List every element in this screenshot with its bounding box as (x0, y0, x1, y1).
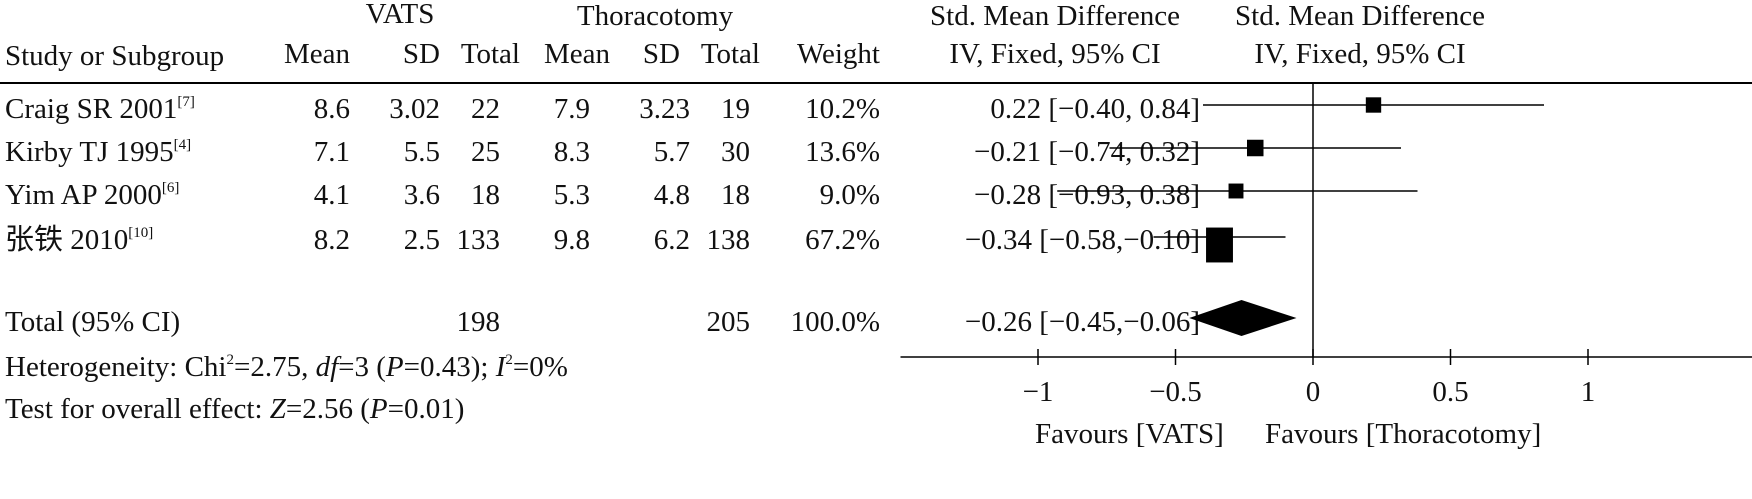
total1-sum: 198 (456, 306, 501, 338)
heterogeneity-text: Heterogeneity: Chi2=2.75, df=3 (P=0.43);… (5, 351, 568, 383)
mean1: 7.1 (313, 136, 350, 168)
x-tick-label: 0.5 (1432, 376, 1469, 408)
x-tick-label: −0.5 (1149, 376, 1202, 408)
study-point (1228, 183, 1244, 199)
header-divider (0, 82, 1752, 84)
total2: 18 (721, 179, 750, 211)
mean1: 8.6 (313, 93, 350, 125)
study-point (1206, 227, 1233, 263)
study-name: Yim AP 2000[6] (5, 179, 180, 211)
total-weight: 100.0% (790, 306, 880, 338)
total1: 18 (471, 179, 500, 211)
total1: 133 (456, 224, 501, 256)
total1: 22 (471, 93, 500, 125)
study-name: Craig SR 2001[7] (5, 93, 195, 125)
total2: 30 (721, 136, 750, 168)
group1-header: VATS (365, 0, 435, 30)
mean2: 9.8 (553, 224, 590, 256)
total2-sum: 205 (706, 306, 751, 338)
plot-title: Std. Mean Difference (1235, 0, 1485, 32)
weight: 13.6% (805, 136, 880, 168)
mean2: 5.3 (553, 179, 590, 211)
study-point (1365, 97, 1382, 113)
sd1: 5.5 (403, 136, 440, 168)
effect-ci: 0.22 [−0.40, 0.84] (990, 93, 1200, 125)
effect-title: Std. Mean Difference (930, 0, 1180, 32)
total2: 138 (706, 224, 751, 256)
weight: 10.2% (805, 93, 880, 125)
mean1: 4.1 (313, 179, 350, 211)
weight: 9.0% (819, 179, 880, 211)
x-tick-label: 0 (1305, 376, 1321, 408)
mean1: 8.2 (313, 224, 350, 256)
sd2: 3.23 (639, 93, 690, 125)
study-point (1246, 139, 1264, 157)
weight-header: Weight (796, 38, 880, 70)
total-label: Total (95% CI) (5, 306, 181, 338)
study-name: 张铁 2010[10] (5, 224, 154, 256)
total1-header: Total (460, 38, 520, 70)
total-effect-ci: −0.26 [−0.45,−0.06] (964, 306, 1200, 338)
sd2-header: SD (642, 38, 680, 70)
x-tick-label: −1 (1022, 376, 1054, 408)
total2: 19 (721, 93, 750, 125)
total2-header: Total (700, 38, 760, 70)
study-name: Kirby TJ 1995[4] (5, 136, 192, 168)
sd1: 2.5 (403, 224, 440, 256)
effect-ci: −0.21 [−0.74, 0.32] (973, 136, 1200, 168)
x-tick-label: 1 (1580, 376, 1596, 408)
sd2: 5.7 (653, 136, 690, 168)
sd1: 3.02 (389, 93, 440, 125)
favours-left-label: Favours [VATS] (1035, 418, 1224, 450)
effect-ci: −0.34 [−0.58,−0.10] (964, 224, 1200, 256)
group2-header: Thoracotomy (576, 0, 734, 32)
overall-effect-text: Test for overall effect: Z=2.56 (P=0.01) (5, 393, 465, 425)
mean2-header: Mean (543, 38, 610, 70)
study-column-header: Study or Subgroup (5, 40, 225, 72)
mean2: 7.9 (553, 93, 590, 125)
mean2: 8.3 (553, 136, 590, 168)
favours-right-label: Favours [Thoracotomy] (1265, 418, 1542, 450)
effect-method: IV, Fixed, 95% CI (949, 38, 1161, 70)
sd1-header: SD (402, 38, 440, 70)
total-diamond (1189, 300, 1297, 336)
sd1: 3.6 (403, 179, 440, 211)
plot-method: IV, Fixed, 95% CI (1254, 38, 1466, 70)
total1: 25 (471, 136, 500, 168)
weight: 67.2% (805, 224, 880, 256)
mean1-header: Mean (283, 38, 350, 70)
sd2: 6.2 (653, 224, 690, 256)
effect-ci: −0.28 [−0.93, 0.38] (973, 179, 1200, 211)
sd2: 4.8 (653, 179, 690, 211)
